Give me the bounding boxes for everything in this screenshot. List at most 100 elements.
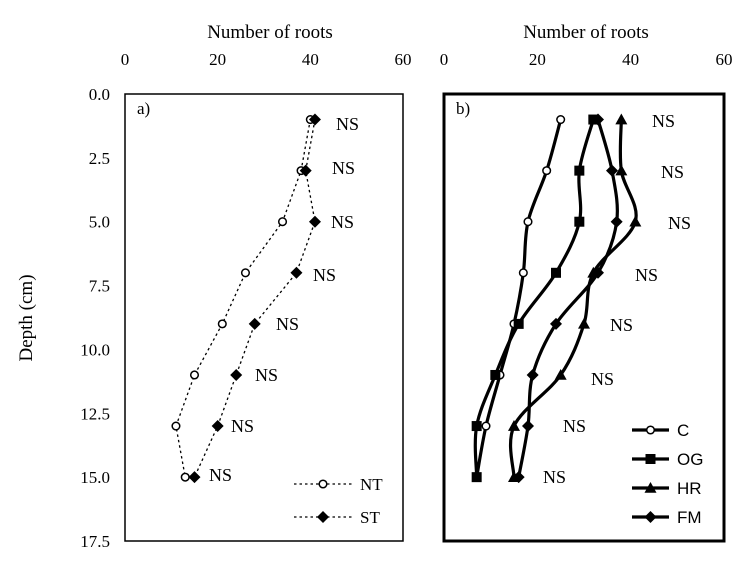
legend-marker-fm: [644, 511, 657, 523]
data-point-hr: [615, 113, 628, 125]
data-point-fm: [526, 368, 539, 381]
data-point-st: [290, 266, 303, 279]
panel-a-title: Number of roots: [207, 22, 333, 43]
x-tick-label: 20: [529, 50, 546, 69]
data-point-og: [513, 318, 524, 329]
panel-b: Number of roots b) 0 20 40 60 NS NS NS NS NS NS N…: [440, 22, 733, 543]
data-point-c: [542, 166, 552, 176]
data-point-nt: [277, 217, 288, 227]
data-point-st: [211, 420, 224, 433]
data-point-hr: [554, 368, 567, 380]
ns-label: NS: [255, 365, 278, 385]
data-point-c: [481, 421, 491, 431]
panel-a-series: [171, 113, 321, 484]
panel-b-frame: [442, 92, 726, 543]
ns-label: NS: [610, 315, 633, 335]
legend-label-fm: FM: [677, 508, 702, 527]
x-tick-label: 0: [440, 50, 449, 69]
y-tick-label: 17.5: [80, 532, 110, 551]
y-tick-label: 0.0: [89, 85, 110, 104]
data-point-fm: [592, 113, 604, 126]
x-tick-label: 40: [622, 50, 639, 69]
panel-a-label: a): [137, 99, 150, 118]
panel-a-legend: NT ST: [294, 475, 383, 527]
data-point-hr: [615, 164, 628, 176]
data-point-nt: [180, 472, 190, 482]
ns-label: NS: [661, 162, 684, 182]
data-point-nt: [240, 268, 251, 278]
x-tick-label: 40: [302, 50, 319, 69]
data-point-c: [518, 268, 528, 278]
data-point-og: [574, 165, 585, 176]
x-tick-label: 60: [716, 50, 733, 69]
data-point-hr: [578, 317, 590, 329]
panel-a-frame: [124, 93, 404, 542]
legend-marker-hr: [644, 482, 657, 493]
data-point-st: [188, 471, 201, 484]
data-point-nt: [189, 370, 200, 380]
data-point-fm: [606, 164, 618, 177]
data-point-st: [230, 368, 243, 381]
ns-label: NS: [591, 369, 614, 389]
legend-label-c: C: [677, 421, 689, 440]
data-point-fm: [610, 215, 623, 228]
panel-a-ns-labels: NS NS NS NS NS NS NS NS: [209, 114, 359, 485]
series-line-nt: [175, 119, 311, 478]
panel-b-label: b): [456, 99, 470, 118]
legend-marker-nt: [318, 479, 328, 489]
ns-label: NS: [276, 314, 299, 334]
data-point-st: [308, 215, 321, 228]
x-tick-label: 0: [121, 50, 130, 69]
y-axis-label: Depth (cm): [16, 274, 37, 361]
data-point-nt: [171, 421, 181, 431]
panel-b-x-ticks: 0 20 40 60: [440, 50, 733, 69]
y-tick-label: 2.5: [89, 149, 110, 168]
legend-marker-c: [645, 425, 656, 435]
data-point-og: [490, 369, 501, 380]
data-point-og: [574, 216, 585, 227]
ns-label: NS: [332, 158, 355, 178]
data-point-fm: [512, 471, 525, 484]
data-point-c: [556, 114, 566, 125]
legend-marker-og: [645, 454, 656, 464]
panel-b-ns-labels: NS NS NS NS NS NS NS NS: [543, 111, 691, 487]
legend-label-nt: NT: [360, 475, 383, 494]
legend-label-hr: HR: [677, 479, 702, 498]
data-point-hr: [629, 215, 642, 227]
ns-label: NS: [209, 465, 232, 485]
x-tick-label: 60: [395, 50, 412, 69]
legend-label-og: OG: [677, 450, 703, 469]
y-tick-label: 5.0: [89, 213, 110, 232]
data-point-fm: [522, 420, 534, 433]
panel-a: Number of roots a) Depth (cm) 0 20 40 60 0.…: [16, 22, 412, 551]
panel-b-legend: C OG HR FM: [632, 421, 703, 527]
x-tick-label: 20: [209, 50, 226, 69]
data-point-fm: [592, 266, 604, 279]
data-point-nt: [217, 319, 227, 329]
panel-a-y-ticks: 0.0 2.5 5.0 7.5 10.0 12.5 15.0 17.5: [80, 85, 110, 551]
data-point-st: [308, 113, 321, 126]
legend-marker-st: [317, 511, 329, 523]
ns-label: NS: [668, 213, 691, 233]
ns-label: NS: [336, 114, 359, 134]
data-point-st: [248, 317, 261, 330]
y-tick-label: 12.5: [80, 404, 110, 423]
ns-label: NS: [563, 416, 586, 436]
data-point-og: [551, 267, 561, 278]
panel-a-x-ticks: 0 20 40 60: [121, 50, 412, 69]
legend-label-st: ST: [360, 508, 380, 527]
panel-b-title: Number of roots: [523, 22, 649, 43]
panel-b-series: [471, 113, 642, 484]
ns-label: NS: [543, 467, 566, 487]
ns-label: NS: [313, 265, 336, 285]
y-tick-label: 10.0: [80, 340, 110, 359]
data-point-st: [299, 164, 312, 177]
data-point-og: [471, 472, 482, 483]
data-point-hr: [508, 420, 520, 431]
series-line-st: [193, 119, 316, 478]
ns-label: NS: [331, 212, 354, 232]
data-point-fm: [550, 317, 562, 330]
ns-label: NS: [652, 111, 675, 131]
ns-label: NS: [231, 416, 254, 436]
